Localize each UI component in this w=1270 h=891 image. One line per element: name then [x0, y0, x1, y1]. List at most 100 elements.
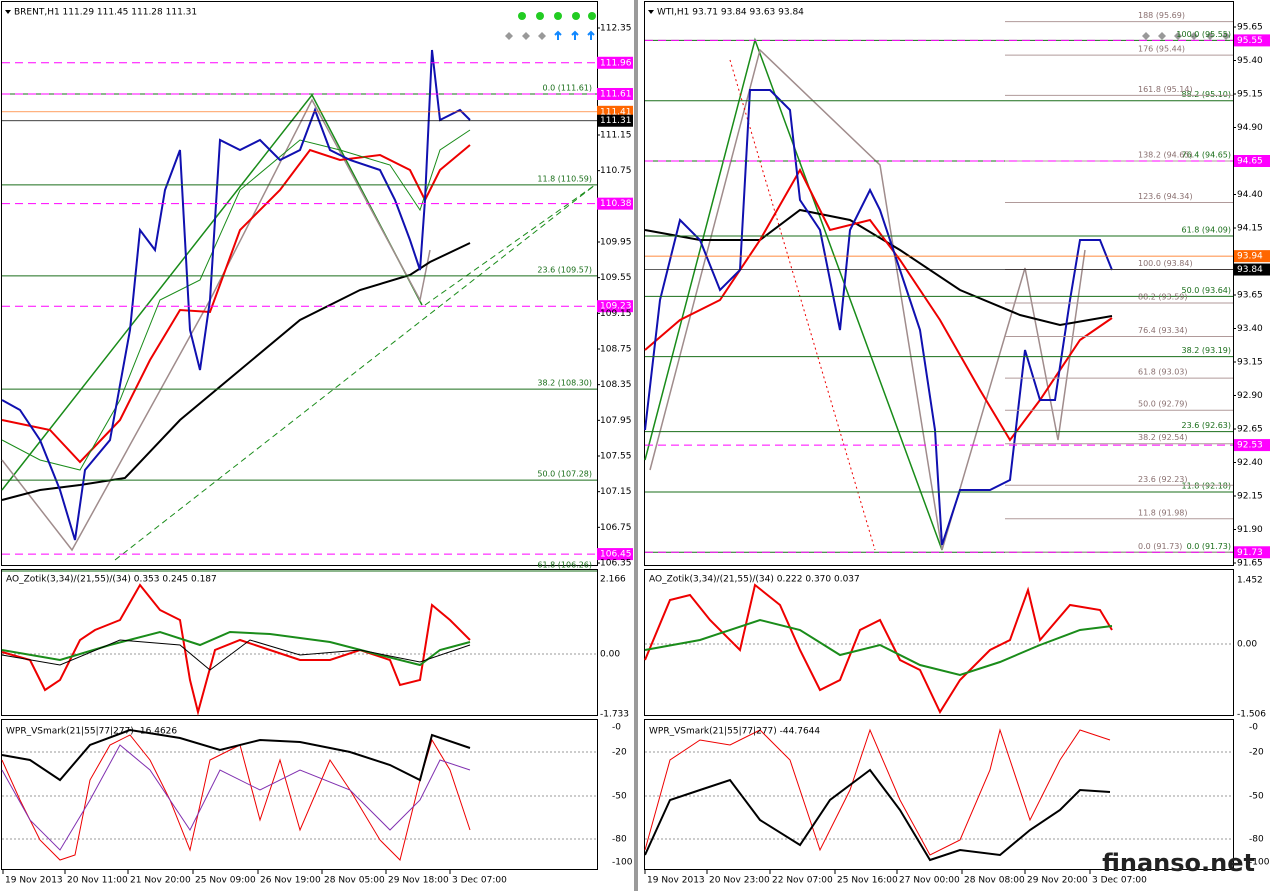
price-label: 95.15	[1237, 90, 1263, 100]
ao-frame	[1, 569, 598, 716]
fib-ext-label: 100.0 (93.84)	[1138, 259, 1193, 268]
time-label: 3 Dec 07:00	[452, 876, 507, 886]
fib-label: 88.2 (95.10)	[1182, 90, 1232, 99]
main-frame	[1, 1, 598, 566]
fib-label: 11.8 (110.59)	[537, 174, 592, 183]
ma-line	[1, 242, 471, 501]
price-label: 110.38	[600, 199, 632, 209]
time-label: 29 Nov 18:00	[388, 876, 449, 886]
price-label: 109.15	[600, 309, 632, 319]
price-label: 110.75	[600, 166, 632, 176]
wpr-line	[1, 744, 471, 851]
wpr-line	[644, 768, 1111, 862]
price-label: 109.55	[600, 273, 632, 283]
time-label: 26 Nov 19:00	[260, 876, 321, 886]
wpr-tick: -20	[1249, 748, 1264, 758]
header-arrow	[5, 10, 11, 14]
fib-label: 11.8 (92.18)	[1182, 481, 1232, 490]
price-label: 108.75	[600, 345, 632, 355]
wpr-tick: -20	[612, 748, 627, 758]
price-line	[1, 49, 471, 541]
time-label: 19 Nov 2013	[647, 876, 705, 886]
ao-tick: 1.452	[1237, 576, 1263, 586]
fib-label: 38.2 (108.30)	[537, 379, 592, 388]
trend-line	[424, 184, 596, 306]
price-label: 112.35	[600, 24, 632, 34]
price-label: 91.65	[1237, 559, 1263, 569]
price-label: 93.65	[1237, 291, 1263, 301]
fib-ext-label: 61.8 (93.03)	[1138, 368, 1188, 377]
fib-ext-label: 11.8 (91.98)	[1138, 508, 1188, 517]
price-label: 106.35	[600, 559, 632, 569]
fib-ext-label: 138.2 (94.65)	[1138, 151, 1193, 160]
watermark: finanso.net	[1102, 849, 1255, 877]
fib-ext-label: 188 (95.69)	[1138, 11, 1185, 20]
header-arrow	[648, 10, 654, 14]
price-label: 106.45	[600, 550, 632, 560]
fib-ext-label: 23.6 (92.23)	[1138, 475, 1188, 484]
ao-tick: 0.00	[600, 650, 620, 660]
splitter	[634, 0, 638, 891]
price-label: 95.65	[1237, 23, 1263, 33]
ao-frame	[644, 569, 1234, 716]
price-label: 111.31	[600, 116, 632, 126]
wpr-line	[1, 734, 471, 861]
fib-label: 38.2 (93.19)	[1182, 346, 1232, 355]
fib-ext-label: 38.2 (92.54)	[1138, 433, 1188, 442]
fib-label: 61.8 (106.26)	[537, 561, 592, 570]
ma-line	[644, 167, 1113, 442]
indicator-title: WPR_VSmark(21|55|77|277) -16.4626	[6, 727, 177, 737]
time-label: 20 Nov 11:00	[67, 876, 128, 886]
fib-label: 76.4 (94.65)	[1182, 151, 1232, 160]
fib-ext-label: 0.0 (91.73)	[1138, 542, 1182, 551]
price-label: 111.96	[600, 58, 632, 68]
price-label: 111.41	[600, 107, 632, 117]
price-label: 94.15	[1237, 224, 1263, 234]
ao-ma	[1, 639, 471, 671]
price-box	[597, 87, 633, 100]
price-label: 93.94	[1237, 252, 1263, 262]
fib-ext-label: 176 (95.44)	[1138, 45, 1185, 54]
wpr-tick: -100	[1249, 858, 1270, 868]
price-label: 92.90	[1237, 391, 1263, 401]
price-label: 93.15	[1237, 358, 1263, 368]
ao-tick: 0.00	[1237, 640, 1257, 650]
price-label: 95.55	[1237, 36, 1263, 46]
ao-tick: -1.733	[600, 710, 629, 720]
price-label: 92.65	[1237, 425, 1263, 435]
price-label: 111.61	[600, 89, 632, 99]
price-label: 107.95	[600, 416, 632, 426]
price-label: 109.95	[600, 238, 632, 248]
price-label: 106.75	[600, 523, 632, 533]
price-label: 94.90	[1237, 123, 1263, 133]
wpr-tick: -50	[612, 792, 627, 802]
price-box	[1234, 546, 1270, 559]
price-label: 94.65	[1237, 157, 1263, 167]
price-label: 109.23	[600, 302, 632, 312]
trend-line	[729, 59, 876, 551]
wpr-tick: -50	[1249, 792, 1264, 802]
fib-ext-label: 161.8 (95.14)	[1138, 85, 1193, 94]
chart-header: WTI,H1 93.71 93.84 93.63 93.84	[657, 8, 804, 18]
price-box	[597, 197, 633, 210]
ma-line	[1, 129, 471, 471]
fib-label: 61.8 (94.09)	[1182, 226, 1232, 235]
zigzag	[649, 48, 1086, 551]
fib-label: 23.6 (92.63)	[1182, 421, 1232, 430]
price-line	[644, 89, 1113, 546]
ma-line	[644, 208, 1113, 327]
wpr-line	[644, 728, 1111, 856]
main-frame	[644, 1, 1234, 566]
price-box	[597, 114, 633, 127]
price-label: 95.40	[1237, 56, 1263, 66]
fib-ext-label: 50.0 (92.79)	[1138, 400, 1188, 409]
wpr-tick: -80	[1249, 835, 1264, 845]
indicator-title: WPR_VSmark(21|55|77|277) -44.7644	[649, 727, 820, 737]
fib-label: 0.0 (91.73)	[1187, 542, 1231, 551]
price-box	[597, 56, 633, 69]
price-label: 107.15	[600, 487, 632, 497]
time-label: 27 Nov 00:00	[899, 876, 960, 886]
indicator-title: AO_Zotik(3,34)/(21,55)/(34) 0.222 0.370 …	[649, 575, 860, 585]
